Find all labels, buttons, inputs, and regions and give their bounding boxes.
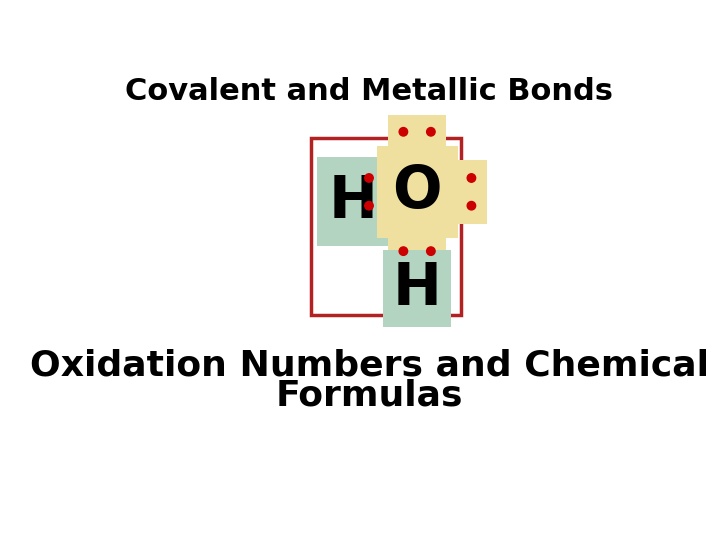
Bar: [317, 157, 390, 246]
Text: H: H: [329, 173, 378, 230]
Text: Formulas: Formulas: [275, 379, 463, 413]
Circle shape: [467, 174, 476, 182]
Bar: [457, 159, 487, 224]
Bar: [383, 249, 451, 327]
Text: Covalent and Metallic Bonds: Covalent and Metallic Bonds: [125, 77, 613, 106]
Circle shape: [427, 127, 435, 136]
Bar: [388, 115, 446, 147]
Circle shape: [365, 174, 373, 182]
Circle shape: [399, 247, 408, 255]
Bar: [377, 146, 457, 238]
Circle shape: [365, 201, 373, 210]
Circle shape: [467, 201, 476, 210]
Text: O: O: [392, 163, 442, 220]
Text: H: H: [392, 260, 441, 316]
Text: Oxidation Numbers and Chemical: Oxidation Numbers and Chemical: [30, 348, 708, 382]
Circle shape: [427, 247, 435, 255]
Circle shape: [399, 127, 408, 136]
Bar: [388, 238, 446, 265]
Bar: [311, 138, 462, 315]
